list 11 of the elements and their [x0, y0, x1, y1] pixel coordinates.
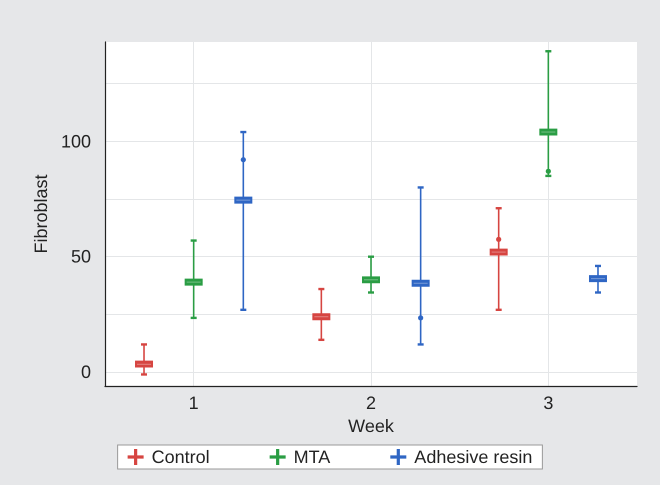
y-tick-label: 100 — [60, 131, 91, 152]
legend-label: Control — [152, 447, 210, 467]
legend-label: Adhesive resin — [414, 447, 532, 467]
y-tick-label: 50 — [70, 246, 91, 267]
x-tick-label: 3 — [543, 393, 554, 413]
y-axis-title: Fibroblast — [31, 174, 51, 254]
x-axis-title: Week — [348, 416, 395, 436]
y-tick-label: 0 — [80, 362, 91, 382]
x-tick-label: 2 — [366, 393, 376, 413]
x-tick-label: 1 — [188, 393, 199, 413]
legend-label: MTA — [294, 447, 330, 467]
